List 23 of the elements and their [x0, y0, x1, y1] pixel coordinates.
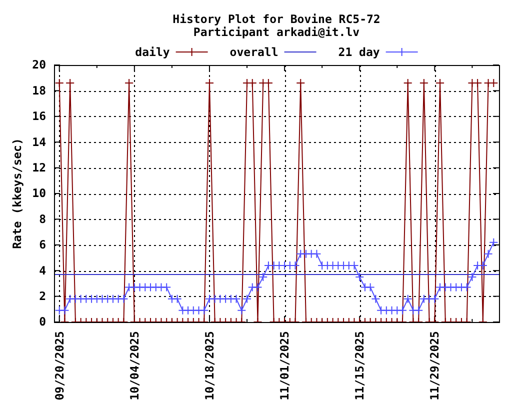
x-tick-label: 10/18/2025 [202, 330, 217, 400]
y-tick-label: 18 [32, 83, 46, 98]
y-tick-label: 8 [39, 212, 46, 226]
y-tick-label: 2 [39, 288, 46, 303]
y-tick-label: 16 [32, 109, 46, 124]
y-tick-label: 10 [32, 186, 46, 200]
x-tick-label: 11/01/2025 [278, 330, 292, 400]
legend-label: daily [135, 45, 170, 60]
y-tick-label: 0 [39, 314, 46, 329]
y-tick-label: 12 [32, 160, 46, 174]
x-tick-label: 09/20/2025 [52, 330, 66, 400]
chart-subtitle: Participant arkadi@it.lv [193, 25, 360, 39]
x-tick-label: 11/15/2025 [352, 330, 367, 400]
legend-label: overall [230, 45, 278, 60]
y-tick-label: 4 [39, 263, 46, 278]
legend-label: 21 day [338, 45, 380, 60]
y-tick-label: 14 [32, 134, 46, 149]
x-tick-label: 10/04/2025 [127, 330, 142, 400]
y-tick-label: 6 [39, 238, 46, 252]
y-axis-title: Rate (kkeys/sec) [10, 138, 24, 249]
x-tick-label: 11/29/2025 [428, 330, 442, 400]
y-tick-label: 20 [32, 58, 46, 72]
chart-title: History Plot for Bovine RC5-72 [172, 12, 380, 26]
